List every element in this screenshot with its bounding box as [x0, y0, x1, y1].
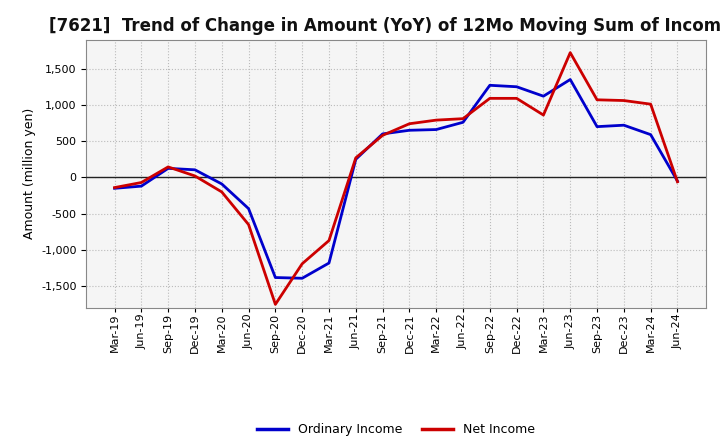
Net Income — [351, 155, 360, 161]
Ordinary Income — [110, 186, 119, 191]
Ordinary Income — [405, 128, 414, 133]
Ordinary Income — [191, 167, 199, 172]
Ordinary Income — [244, 206, 253, 211]
Net Income — [164, 164, 173, 169]
Ordinary Income — [217, 181, 226, 187]
Y-axis label: Amount (million yen): Amount (million yen) — [22, 108, 35, 239]
Ordinary Income — [351, 157, 360, 162]
Net Income — [137, 180, 145, 185]
Net Income — [459, 116, 467, 121]
Line: Ordinary Income: Ordinary Income — [114, 80, 678, 278]
Ordinary Income — [673, 178, 682, 183]
Legend: Ordinary Income, Net Income: Ordinary Income, Net Income — [252, 418, 540, 440]
Ordinary Income — [593, 124, 601, 129]
Title: [7621]  Trend of Change in Amount (YoY) of 12Mo Moving Sum of Incomes: [7621] Trend of Change in Amount (YoY) o… — [49, 17, 720, 35]
Net Income — [485, 96, 494, 101]
Net Income — [619, 98, 628, 103]
Ordinary Income — [164, 166, 173, 171]
Ordinary Income — [325, 260, 333, 266]
Net Income — [593, 97, 601, 103]
Ordinary Income — [137, 183, 145, 189]
Net Income — [673, 179, 682, 184]
Ordinary Income — [513, 84, 521, 89]
Ordinary Income — [459, 120, 467, 125]
Net Income — [191, 173, 199, 179]
Net Income — [298, 261, 307, 266]
Ordinary Income — [298, 275, 307, 281]
Net Income — [271, 302, 279, 307]
Net Income — [110, 185, 119, 190]
Net Income — [378, 133, 387, 138]
Net Income — [244, 222, 253, 227]
Net Income — [405, 121, 414, 126]
Net Income — [539, 112, 548, 117]
Ordinary Income — [271, 275, 279, 280]
Ordinary Income — [485, 83, 494, 88]
Ordinary Income — [647, 132, 655, 137]
Ordinary Income — [566, 77, 575, 82]
Net Income — [513, 96, 521, 101]
Ordinary Income — [539, 94, 548, 99]
Net Income — [432, 117, 441, 123]
Ordinary Income — [619, 123, 628, 128]
Line: Net Income: Net Income — [114, 53, 678, 304]
Ordinary Income — [378, 131, 387, 136]
Ordinary Income — [432, 127, 441, 132]
Net Income — [325, 238, 333, 243]
Net Income — [566, 50, 575, 55]
Net Income — [217, 189, 226, 194]
Net Income — [647, 102, 655, 107]
